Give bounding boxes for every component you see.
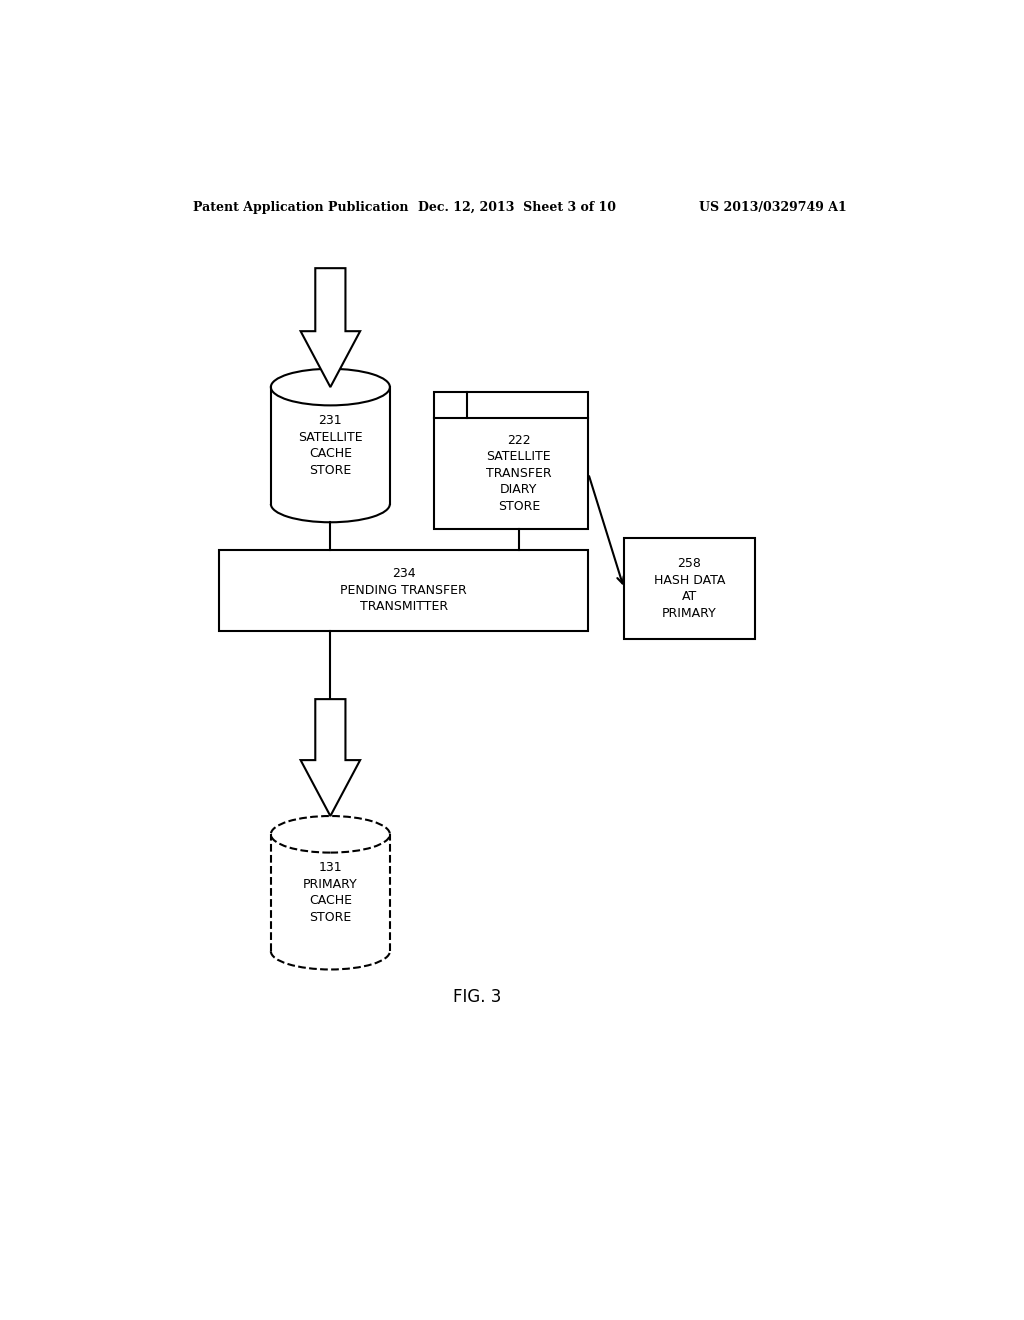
Text: 222
SATELLITE
TRANSFER
DIARY
STORE: 222 SATELLITE TRANSFER DIARY STORE [486,434,552,513]
Polygon shape [301,268,360,387]
Bar [219,549,588,631]
Text: 258
HASH DATA
AT
PRIMARY: 258 HASH DATA AT PRIMARY [653,557,725,619]
Polygon shape [301,700,360,816]
Text: 131
PRIMARY
CACHE
STORE: 131 PRIMARY CACHE STORE [303,862,357,924]
Text: Dec. 12, 2013  Sheet 3 of 10: Dec. 12, 2013 Sheet 3 of 10 [418,201,615,214]
Text: FIG. 3: FIG. 3 [453,987,502,1006]
Bar [624,537,755,639]
Text: 231
SATELLITE
CACHE
STORE: 231 SATELLITE CACHE STORE [298,414,362,477]
Text: 234
PENDING TRANSFER
TRANSMITTER: 234 PENDING TRANSFER TRANSMITTER [340,568,467,614]
Bar [433,392,588,529]
Text: US 2013/0329749 A1: US 2013/0329749 A1 [699,201,847,214]
Text: Patent Application Publication: Patent Application Publication [194,201,409,214]
